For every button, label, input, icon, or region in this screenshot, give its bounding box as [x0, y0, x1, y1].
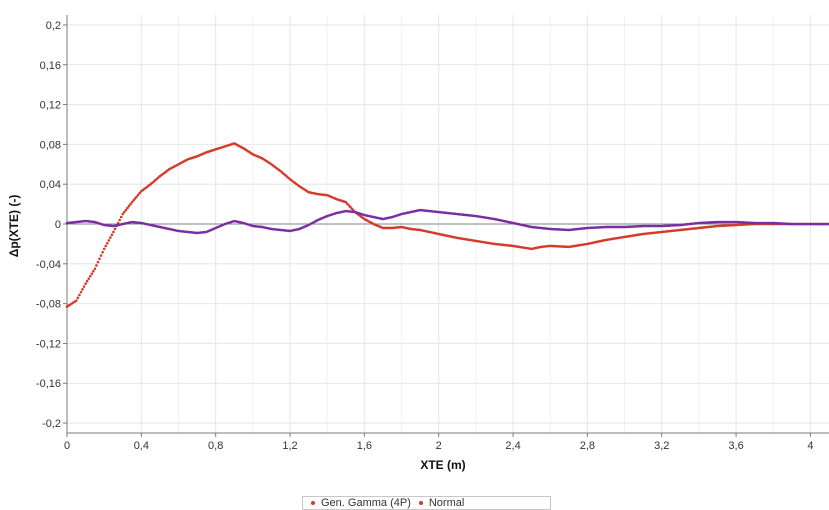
series-1 — [65, 208, 829, 235]
series-0-point — [130, 200, 134, 204]
series-0-point — [96, 260, 100, 264]
series-0-point — [109, 236, 112, 239]
series-0-point — [118, 218, 121, 222]
series-0-point — [350, 207, 354, 211]
series-0-point — [76, 296, 80, 300]
series-0-point — [81, 288, 84, 291]
series-0-point — [92, 269, 95, 273]
legend-item-normal: Normal — [418, 497, 465, 509]
x-tick-label-1: 0,4 — [134, 440, 149, 452]
series-0-point — [84, 282, 87, 286]
x-tick-label-8: 3,2 — [654, 440, 669, 452]
x-tick-label-5: 2 — [436, 440, 442, 452]
series-0-point — [344, 200, 348, 204]
legend: Gen. Gamma (4P) Normal — [302, 496, 551, 510]
series-0-point — [105, 241, 109, 245]
series-0-point — [347, 204, 351, 207]
series-0-point — [90, 272, 94, 276]
y-tick-label-1: 0,16 — [40, 60, 61, 72]
legend-label-normal: Normal — [428, 497, 465, 509]
series-0-point — [99, 254, 103, 257]
y-tick-label-6: -0,04 — [36, 259, 61, 271]
series-0-point — [346, 202, 349, 206]
x-tick-label-6: 2,4 — [505, 440, 520, 452]
x-tick-label-2: 0,8 — [208, 440, 223, 452]
series-0-point — [112, 230, 115, 234]
y-tick-label-2: 0,12 — [40, 100, 61, 112]
series-0-point — [129, 202, 132, 206]
y-tick-label-5: 0 — [55, 219, 61, 231]
series-0-point — [78, 293, 81, 297]
series-0-point — [116, 221, 120, 225]
x-tick-label-0: 0 — [64, 440, 70, 452]
series-0-point — [74, 299, 78, 302]
series-0-point — [138, 191, 142, 195]
series-0-point — [136, 193, 140, 197]
series-0-point — [124, 208, 128, 212]
series-layer — [65, 142, 829, 308]
series-0-point — [135, 195, 138, 198]
series-0-point — [87, 277, 90, 281]
x-tick-label-3: 1,2 — [282, 440, 297, 452]
legend-item-gen-gamma: Gen. Gamma (4P) — [311, 497, 411, 509]
legend-marker-gen-gamma — [311, 501, 315, 505]
y-tick-label-10: -0,2 — [42, 418, 61, 430]
series-0-point — [93, 267, 97, 271]
series-0-point — [104, 244, 108, 248]
y-tick-label-7: -0,08 — [36, 299, 61, 311]
x-tick-label-10: 4 — [807, 440, 813, 452]
y-tick-label-3: 0,08 — [40, 139, 61, 151]
series-0-point — [98, 257, 101, 261]
series-0-point — [95, 264, 98, 267]
series-0-point — [126, 206, 129, 210]
series-0-point — [107, 239, 111, 242]
series-0-point — [119, 215, 123, 219]
x-tick-label-7: 2,8 — [580, 440, 595, 452]
y-axis-title: Δp(XTE) (-) — [7, 195, 21, 258]
x-axis-title: XTE (m) — [420, 458, 465, 472]
series-0-point — [79, 290, 83, 294]
y-tick-label-8: -0,12 — [36, 338, 61, 350]
y-tick-label-4: 0,04 — [40, 179, 61, 191]
series-0-point — [113, 227, 117, 231]
series-0-point — [132, 198, 135, 202]
series-0-point — [133, 197, 137, 200]
x-tick-label-4: 1,6 — [357, 440, 372, 452]
series-0-point — [88, 274, 92, 278]
legend-label-gen-gamma: Gen. Gamma (4P) — [321, 497, 411, 509]
tick-labels: 0 0,4 0,8 1,2 1,6 2 2,4 2,8 3,2 3,6 4 0,2 0,16 0,12 0,… — [36, 20, 814, 452]
x-tick-label-9: 3,6 — [728, 440, 743, 452]
series-0-point — [121, 212, 125, 216]
series-0-point — [127, 204, 131, 208]
series-0-point — [110, 233, 114, 237]
series-0-point — [101, 250, 104, 254]
series-0-point — [102, 247, 106, 251]
series-0-point — [349, 205, 352, 209]
legend-marker-normal — [418, 501, 423, 505]
y-tick-label-9: -0,16 — [36, 378, 61, 390]
series-0-point — [85, 279, 89, 283]
series-0-point — [123, 210, 126, 214]
series-0 — [65, 142, 829, 308]
series-0-point — [82, 285, 86, 288]
y-tick-label-0: 0,2 — [46, 20, 61, 32]
